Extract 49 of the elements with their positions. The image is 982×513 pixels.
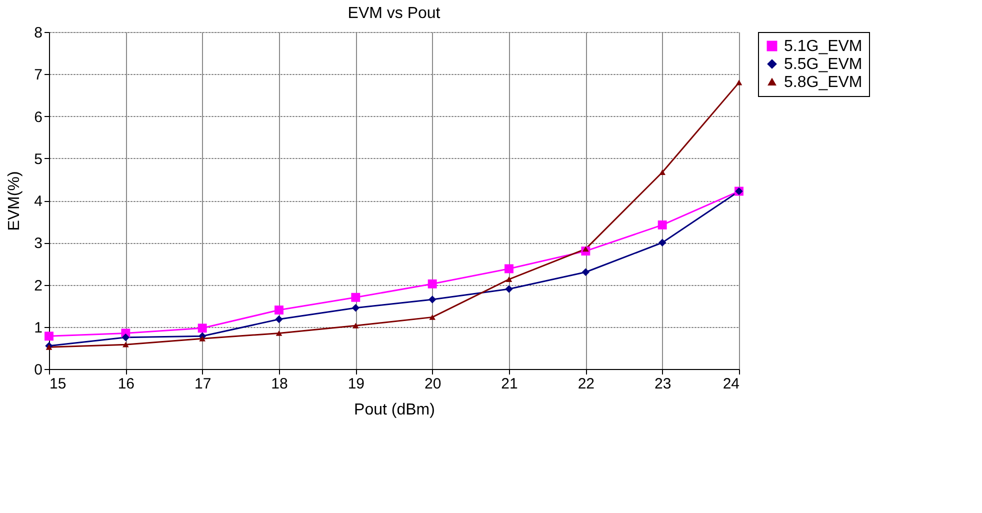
x-tick-label: 15 bbox=[50, 376, 66, 392]
point bbox=[429, 314, 436, 320]
point bbox=[351, 292, 360, 302]
x-axis-title: Pout (dBm) bbox=[354, 402, 435, 418]
y-tick-label: 5 bbox=[34, 150, 42, 168]
point bbox=[275, 315, 283, 324]
point bbox=[659, 170, 666, 176]
point bbox=[504, 264, 514, 274]
point bbox=[582, 246, 589, 252]
x-tick-label: 22 bbox=[578, 376, 595, 392]
legend-label: 5.5G_EVM bbox=[784, 56, 862, 73]
point bbox=[46, 344, 52, 350]
y-axis-title: EVM(%) bbox=[6, 171, 24, 231]
point bbox=[582, 268, 590, 276]
legend-label: 5.1G_EVM bbox=[784, 38, 862, 55]
x-tick-label: 24 bbox=[722, 376, 740, 392]
point bbox=[352, 322, 359, 328]
x-tick-label: 20 bbox=[424, 376, 442, 392]
point bbox=[658, 238, 666, 246]
chart-title: EVM vs Pout bbox=[348, 5, 441, 22]
x-tick-label: 19 bbox=[348, 376, 365, 392]
point bbox=[352, 304, 360, 312]
y-tick-label: 3 bbox=[34, 235, 42, 252]
point bbox=[428, 279, 437, 288]
point bbox=[276, 330, 282, 336]
point bbox=[122, 342, 129, 348]
point bbox=[198, 324, 207, 333]
point bbox=[199, 336, 206, 342]
legend-label: 5.8G_EVM bbox=[784, 74, 862, 91]
y-tick-label: 7 bbox=[34, 66, 42, 84]
point bbox=[736, 80, 742, 86]
point bbox=[428, 296, 436, 304]
y-tick-label: 2 bbox=[34, 277, 42, 294]
x-tick-label: 16 bbox=[118, 376, 135, 392]
point bbox=[44, 332, 54, 341]
y-tick-label: 0 bbox=[34, 362, 42, 378]
point bbox=[506, 276, 512, 282]
point bbox=[658, 220, 667, 230]
x-tick-label: 17 bbox=[194, 376, 212, 392]
x-tick-label: 18 bbox=[271, 376, 288, 392]
y-tick-label: 6 bbox=[34, 108, 42, 126]
point bbox=[505, 285, 513, 293]
y-tick-label: 4 bbox=[34, 193, 42, 210]
point bbox=[274, 306, 284, 314]
y-tick-label: 1 bbox=[34, 319, 42, 336]
x-tick-label: 21 bbox=[501, 376, 518, 392]
y-tick-label: 8 bbox=[34, 24, 42, 42]
point bbox=[122, 334, 130, 342]
x-tick-label: 23 bbox=[654, 376, 672, 392]
